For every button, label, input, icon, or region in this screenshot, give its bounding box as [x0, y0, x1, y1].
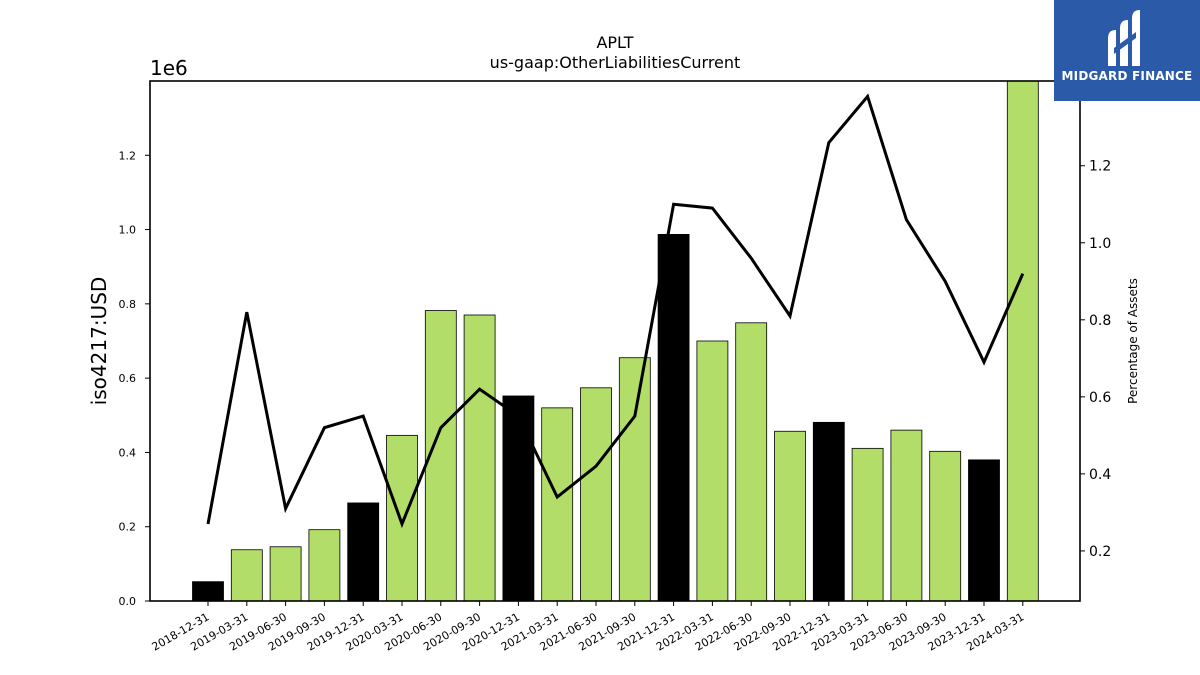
bar-2024-03-31	[1006, 80, 1039, 602]
bar-2019-12-31	[347, 502, 380, 602]
y2-tick-label: 0.8	[1089, 313, 1111, 329]
bar-2021-09-30	[618, 357, 651, 602]
bar-2019-06-30	[269, 546, 302, 602]
bar-2021-12-31	[657, 233, 690, 602]
bar-2023-03-31	[851, 447, 884, 602]
y2-tick-label: 0.6	[1089, 390, 1111, 406]
y-tick-label: 0.8	[119, 298, 137, 311]
bar-2022-12-31	[812, 421, 845, 602]
bar-2022-09-30	[774, 430, 806, 602]
y-tick-label: 0.0	[119, 595, 137, 608]
y-tick-label: 1.2	[119, 149, 137, 162]
bar-2023-12-31	[968, 459, 1000, 602]
y2-tick-label: 1.0	[1089, 236, 1111, 252]
y2-tick-label: 0.2	[1089, 544, 1111, 560]
bar-2019-03-31	[230, 549, 263, 602]
bar-2018-12-31	[192, 581, 224, 602]
chart-subtitle: us-gaap:OtherLiabilitiesCurrent	[490, 53, 741, 72]
line-group	[206, 93, 1025, 529]
y-tick-label: 0.6	[119, 372, 137, 385]
bar-2023-06-30	[890, 429, 923, 602]
y-tick-label: 1.0	[119, 224, 137, 237]
brand-logo: MIDGARD FINANCE	[1054, 0, 1200, 101]
percentage-line	[206, 93, 1025, 529]
bar-2020-09-30	[463, 314, 496, 602]
axes: 0.00.20.40.60.81.01.20.20.40.60.81.01.22…	[119, 80, 1111, 654]
y2-tick-label: 0.4	[1089, 467, 1111, 483]
y-tick-label: 0.4	[119, 446, 137, 459]
bar-2020-12-31	[502, 395, 535, 602]
logo-text: MIDGARD FINANCE	[1061, 69, 1193, 83]
bar-2023-09-30	[929, 450, 962, 602]
y2-tick-label: 1.2	[1089, 159, 1111, 175]
bar-group	[192, 80, 1039, 602]
bar-2022-06-30	[735, 322, 768, 602]
chart-title: APLT	[596, 33, 633, 52]
y2-axis-label: Percentage of Assets	[1126, 278, 1140, 404]
y-axis-label: iso4217:USD	[87, 277, 111, 406]
bar-2020-03-31	[386, 434, 418, 602]
bar-2021-06-30	[580, 387, 612, 602]
bar-2019-09-30	[308, 529, 341, 602]
bar-2021-03-31	[541, 407, 574, 602]
bar-2022-03-31	[696, 340, 729, 602]
y-tick-label: 0.2	[119, 521, 137, 534]
midgard-logo-icon	[1108, 10, 1140, 66]
plot-frame	[149, 80, 1081, 602]
y-offset-label: 1e6	[150, 56, 188, 80]
